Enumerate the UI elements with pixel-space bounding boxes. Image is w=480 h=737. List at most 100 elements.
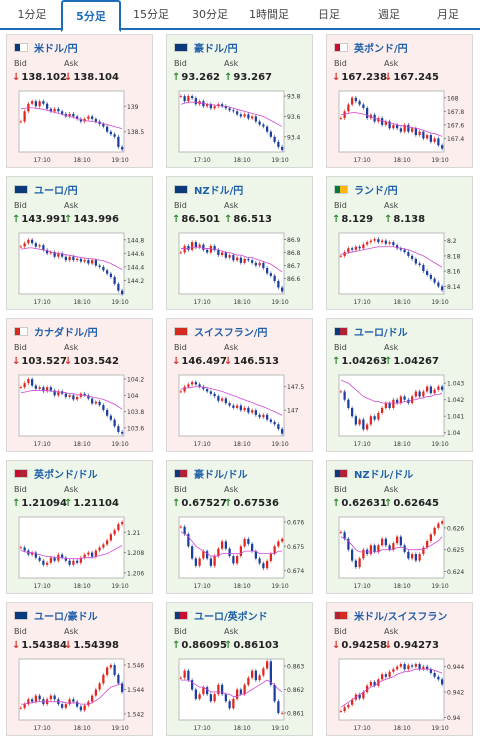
y-tick-label: 147	[287, 408, 299, 415]
candle-body	[262, 563, 265, 569]
currency-pair-link[interactable]: 豪ドル/ドル	[194, 470, 248, 481]
flag-icon	[14, 43, 28, 52]
candle-body	[76, 396, 79, 400]
rate-card[interactable]: 豪ドル/ドル Bid Ask ↑0.67527 ↑0.67536 0.676 0.675 0.…	[166, 460, 313, 594]
rate-card[interactable]: NZドル/ドル Bid Ask ↑0.62631 ↑0.62645 0.626 0.625 0…	[326, 460, 473, 594]
bid-label: Bid	[334, 485, 347, 494]
rate-card[interactable]: ユーロ/豪ドル Bid Ask ↓1.54384 ↓1.54398 1.546 1.544 1…	[6, 602, 153, 736]
candle-body	[94, 401, 97, 404]
rate-card[interactable]: カナダドル/円 Bid Ask ↓103.527 ↓103.542 104.2 104 103…	[6, 318, 153, 452]
rate-card[interactable]: 英ポンド/円 Bid Ask ↓167.238 ↓167.245 168 167.8 167.…	[326, 34, 473, 168]
ask-label: Ask	[64, 627, 79, 636]
candle-body	[392, 669, 395, 672]
bid-price: 0.62631	[341, 498, 387, 509]
x-tick-label: 19:10	[271, 299, 288, 306]
price-chart[interactable]: 93.8 93.6 93.4 17:10 18:10 19:10	[174, 88, 307, 166]
price-chart[interactable]: 0.626 0.625 0.624 17:10 18:10 19:10	[334, 514, 467, 592]
price-chart[interactable]: 1.21 1.208 1.206 17:10 18:10 19:10	[14, 514, 147, 592]
currency-pair-link[interactable]: 米ドル/スイスフラン	[354, 612, 448, 623]
candlestick-chart: 0.626 0.625 0.624 17:10 18:10 19:10	[338, 516, 464, 590]
currency-pair-link[interactable]: NZドル/ドル	[354, 470, 414, 481]
currency-pair-link[interactable]: 英ポンド/円	[354, 44, 408, 55]
candle-body	[277, 541, 280, 547]
tab-月足[interactable]: 月足	[437, 8, 459, 21]
tab-1時間足[interactable]: 1時間足	[249, 8, 289, 21]
tab-5分足[interactable]: 5分足	[61, 0, 121, 32]
candle-body	[221, 104, 224, 107]
candle-body	[213, 106, 216, 109]
candle-body	[239, 546, 242, 557]
candle-body	[258, 262, 261, 266]
price-chart[interactable]: 104.2 104 103.8 103.6 17:10 18:10 19:10	[14, 372, 147, 450]
rate-card[interactable]: ユーロ/円 Bid Ask ↑143.991 ↑143.996 144.8 144.6 144…	[6, 176, 153, 310]
price-chart[interactable]: 86.9 86.8 86.7 86.6 17:10 18:10 19:10	[174, 230, 307, 308]
currency-pair-link[interactable]: ランド/円	[354, 186, 398, 197]
price-chart[interactable]: 0.863 0.862 0.861 17:10 18:10 19:10	[174, 656, 307, 734]
price-chart[interactable]: 8.2 8.18 8.16 8.14 17:10 18:10 19:10	[334, 230, 467, 308]
rate-card[interactable]: NZドル/円 Bid Ask ↑86.501 ↑86.513 86.9 86.8 86.7 86…	[166, 176, 313, 310]
tab-15分足[interactable]: 15分足	[133, 8, 169, 21]
currency-pair-link[interactable]: ユーロ/英ポンド	[194, 612, 268, 623]
rate-card[interactable]: ユーロ/ドル Bid Ask ↑1.04263 ↑1.04267 1.043 1.042 1.…	[326, 318, 473, 452]
rate-card[interactable]: 米ドル/円 Bid Ask ↓138.102 ↓138.104 139 138.5 17:10…	[6, 34, 153, 168]
candle-body	[94, 118, 97, 122]
currency-pair-link[interactable]: 英ポンド/ドル	[34, 470, 98, 481]
tab-30分足[interactable]: 30分足	[192, 8, 228, 21]
tab-週足[interactable]: 週足	[378, 8, 400, 21]
candle-body	[433, 389, 436, 394]
candle-body	[351, 549, 354, 561]
rate-card[interactable]: 英ポンド/ドル Bid Ask ↑1.21094 ↑1.21104 1.21 1.208 1.…	[6, 460, 153, 594]
currency-pair-link[interactable]: ユーロ/ドル	[354, 328, 408, 339]
candle-body	[217, 249, 220, 256]
candle-body	[426, 666, 429, 670]
currency-pair-link[interactable]: NZドル/円	[194, 186, 244, 197]
currency-pair-link[interactable]: ユーロ/円	[34, 186, 78, 197]
x-tick-label: 17:10	[353, 583, 370, 590]
candle-body	[414, 128, 417, 136]
y-tick-label: 0.626	[447, 525, 464, 532]
candle-body	[217, 396, 220, 401]
currency-pair-link[interactable]: 豪ドル/円	[194, 44, 238, 55]
candle-body	[396, 124, 399, 129]
ask-label: Ask	[224, 343, 239, 352]
price-chart[interactable]: 139 138.5 17:10 18:10 19:10	[14, 88, 147, 166]
candle-body	[429, 386, 432, 394]
candle-body	[34, 552, 37, 558]
candle-body	[121, 522, 124, 525]
candle-body	[76, 116, 79, 119]
rate-card[interactable]: ユーロ/英ポンド Bid Ask ↑0.86095 ↑0.86103 0.863 0.862…	[166, 602, 313, 736]
candle-body	[202, 386, 205, 390]
price-chart[interactable]: 0.676 0.675 0.674 17:10 18:10 19:10	[174, 514, 307, 592]
candle-body	[64, 256, 67, 261]
candle-body	[251, 410, 254, 413]
x-tick-label: 17:10	[353, 299, 370, 306]
rate-card[interactable]: スイスフラン/円 Bid Ask ↓146.497 ↓146.513 147.5 147 17…	[166, 318, 313, 452]
currency-pair-link[interactable]: ユーロ/豪ドル	[34, 612, 98, 623]
candle-body	[403, 545, 406, 552]
candle-body	[366, 424, 369, 430]
candle-body	[209, 694, 212, 702]
price-chart[interactable]: 168 167.8 167.6 167.4 17:10 18:10 19:10	[334, 88, 467, 166]
candle-body	[441, 145, 444, 149]
tab-日足[interactable]: 日足	[318, 8, 340, 21]
candle-body	[191, 242, 194, 250]
rate-card[interactable]: ランド/円 Bid Ask ↑8.129 ↑8.138 8.2 8.18 8.16 8.14 17…	[326, 176, 473, 310]
price-chart[interactable]: 144.8 144.6 144.4 144.2 17:10 18:10 19:10	[14, 230, 147, 308]
rate-card[interactable]: 米ドル/スイスフラン Bid Ask ↓0.94258 ↓0.94273 0.944 0.9…	[326, 602, 473, 736]
rate-card[interactable]: 豪ドル/円 Bid Ask ↑93.262 ↑93.267 93.8 93.6 93.4 17:…	[166, 34, 313, 168]
candle-body	[53, 108, 56, 112]
price-chart[interactable]: 147.5 147 17:10 18:10 19:10	[174, 372, 307, 450]
price-chart[interactable]: 1.043 1.042 1.041 1.04 17:10 18:10 19:10	[334, 372, 467, 450]
price-chart[interactable]: 0.944 0.942 0.94 17:10 18:10 19:10	[334, 656, 467, 734]
candle-body	[83, 554, 86, 558]
tab-1分足[interactable]: 1分足	[17, 8, 47, 21]
ask-value: ↑1.04267	[384, 356, 439, 367]
candle-body	[224, 694, 227, 702]
currency-pair-link[interactable]: カナダドル/円	[34, 328, 98, 339]
price-chart[interactable]: 1.546 1.544 1.542 17:10 18:10 19:10	[14, 656, 147, 734]
candle-body	[396, 666, 399, 670]
x-tick-label: 18:10	[393, 157, 410, 164]
candle-body	[224, 398, 227, 404]
currency-pair-link[interactable]: スイスフラン/円	[194, 328, 268, 339]
currency-pair-link[interactable]: 米ドル/円	[34, 44, 78, 55]
